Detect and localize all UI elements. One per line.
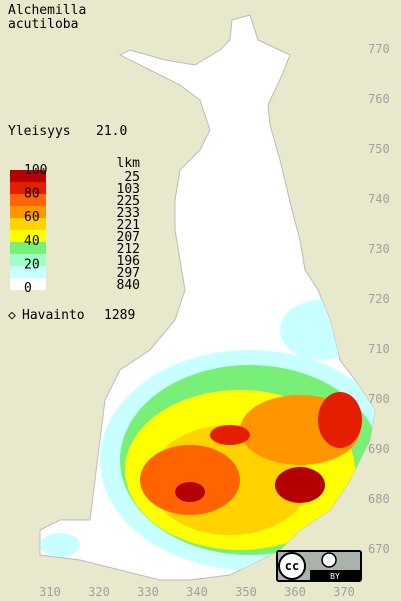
heat-area: [318, 392, 362, 448]
license-by: BY: [330, 572, 340, 581]
license-badge: [276, 550, 362, 582]
legend-level: 0: [24, 281, 32, 296]
legend-count: 212: [117, 242, 140, 257]
license-cc: cc: [285, 559, 299, 573]
legend-level: 80: [24, 187, 40, 202]
legend-swatch: [10, 206, 46, 218]
legend-swatch: [10, 182, 46, 194]
legend-swatch: [10, 218, 46, 230]
northing-label: 670: [368, 542, 390, 556]
heat-area: [210, 425, 250, 445]
count-header: lkm: [117, 156, 141, 171]
easting-label: 360: [284, 585, 306, 599]
easting-label: 370: [333, 585, 355, 599]
heat-area: [175, 482, 205, 502]
legend-swatch: [10, 194, 46, 206]
easting-label: 320: [88, 585, 110, 599]
title-line: Alchemilla: [8, 3, 86, 18]
northing-label: 700: [368, 392, 390, 406]
heat-areas: [40, 300, 375, 570]
frequency-value: 21.0: [96, 124, 127, 139]
northing-label: 760: [368, 92, 390, 106]
legend-count: 25: [124, 170, 140, 185]
northing-label: 750: [368, 142, 390, 156]
legend-count: 196: [117, 254, 140, 269]
legend-swatch: [10, 254, 46, 266]
heat-area: [140, 445, 240, 515]
legend-level: 100: [24, 163, 47, 178]
easting-label: 340: [186, 585, 208, 599]
legend-swatch: [10, 266, 46, 278]
heat-area: [275, 467, 325, 503]
heat-area: [40, 533, 80, 557]
observation-label: Havainto: [22, 308, 85, 323]
northing-label: 730: [368, 242, 390, 256]
easting-label: 330: [137, 585, 159, 599]
legend-count: 103: [117, 182, 140, 197]
legend-level: 40: [24, 234, 40, 249]
frequency-label: Yleisyys: [8, 124, 71, 139]
northing-label: 740: [368, 192, 390, 206]
legend-swatch: [10, 242, 46, 254]
observation-marker: ◇: [8, 308, 16, 323]
legend-count: 233: [117, 206, 140, 221]
legend-level: 60: [24, 210, 40, 225]
legend-level: 20: [24, 257, 40, 272]
legend-count: 225: [117, 194, 140, 209]
legend-count: 840: [117, 278, 140, 293]
legend-count: 207: [117, 230, 140, 245]
legend-swatch: [10, 230, 46, 242]
northing-label: 710: [368, 342, 390, 356]
northing-label: 720: [368, 292, 390, 306]
legend-count: 221: [117, 218, 140, 233]
title-line: acutiloba: [8, 17, 78, 32]
legend-swatch: [10, 170, 46, 182]
northing-label: 770: [368, 42, 390, 56]
observation-count: 1289: [104, 308, 135, 323]
northing-label: 680: [368, 492, 390, 506]
easting-label: 310: [39, 585, 61, 599]
easting-label: 350: [235, 585, 257, 599]
legend-count: 297: [117, 266, 140, 281]
northing-label: 690: [368, 442, 390, 456]
legend-swatch: [10, 278, 46, 290]
